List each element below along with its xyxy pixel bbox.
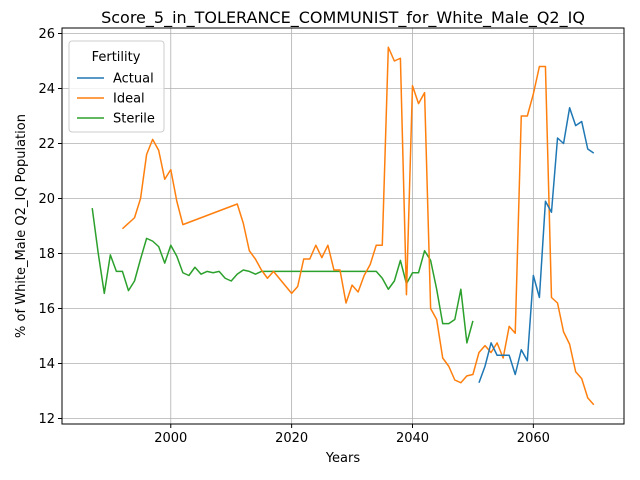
x-tick-label: 2020 [275, 431, 308, 446]
plot-frame [61, 27, 625, 425]
y-axis-label: % of White_Male Q2_IQ Population [14, 114, 29, 338]
legend-label-actual: Actual [113, 72, 154, 87]
x-tick-label: 2040 [396, 431, 429, 446]
legend-items: Actual Ideal Sterile [77, 72, 155, 127]
y-tick-label: 18 [38, 247, 55, 262]
legend-label-ideal: Ideal [113, 92, 145, 107]
x-tick-label: 2000 [154, 431, 187, 446]
y-tick-label: 14 [38, 357, 55, 372]
series-layer [91, 46, 595, 406]
y-tick-label: 24 [38, 82, 55, 97]
y-tick-label: 12 [38, 412, 55, 427]
y-tick-label: 20 [38, 192, 55, 207]
legend: Fertility Actual Ideal Sterile [68, 40, 165, 133]
series-line-ideal [121, 46, 595, 406]
x-axis-label: Years [325, 451, 361, 466]
chart-title: Score_5_in_TOLERANCE_COMMUNIST_for_White… [101, 8, 585, 28]
y-tick-label: 22 [38, 137, 55, 152]
y-tick-label: 26 [38, 27, 55, 42]
legend-title: Fertility [92, 50, 141, 65]
x-axis: 2000 2020 2040 2060 [154, 424, 550, 446]
x-tick-label: 2060 [517, 431, 550, 446]
series-line-sterile [91, 208, 474, 344]
y-axis: 12 14 16 18 20 22 24 26 [38, 27, 62, 427]
y-tick-label: 16 [38, 302, 55, 317]
series-line-actual [478, 107, 595, 384]
legend-label-sterile: Sterile [113, 112, 155, 127]
legend-box [68, 40, 165, 133]
